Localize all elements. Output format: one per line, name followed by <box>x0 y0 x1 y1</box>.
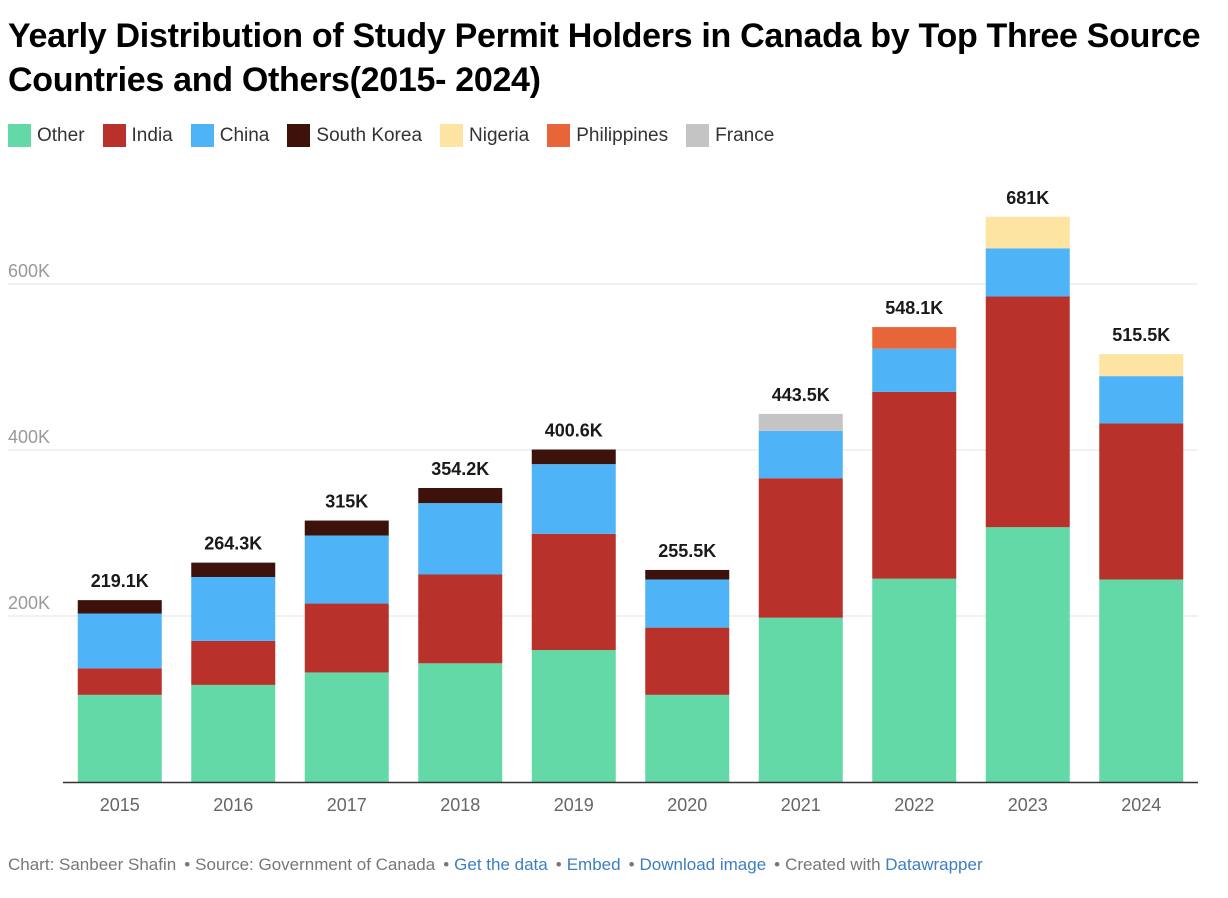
legend: Other India China South Korea Nigeria Philipp… <box>8 124 774 147</box>
bar-nigeria-2024 <box>1099 354 1184 377</box>
x-tick-label: 2017 <box>327 795 367 815</box>
bar-china-2018 <box>418 503 503 575</box>
source-text: Source: Government of Canada <box>195 855 436 874</box>
bar-china-2023 <box>985 248 1070 297</box>
bar-china-2020 <box>645 579 730 628</box>
x-tick-label: 2021 <box>781 795 821 815</box>
legend-item-other: Other <box>8 124 85 147</box>
created-with-text: Created with <box>785 855 881 874</box>
bar-india-2023 <box>985 296 1070 528</box>
bar-india-2017 <box>304 603 389 673</box>
datawrapper-link[interactable]: Datawrapper <box>885 855 983 874</box>
bar-south-korea-2017 <box>304 520 389 536</box>
bar-china-2017 <box>304 535 389 604</box>
x-tick-label: 2015 <box>100 795 140 815</box>
total-label-2022: 548.1K <box>885 298 943 318</box>
bar-india-2021 <box>758 478 843 618</box>
total-label-2015: 219.1K <box>91 571 149 591</box>
legend-swatch <box>287 124 311 147</box>
legend-label: Philippines <box>576 124 669 146</box>
total-label-2021: 443.5K <box>772 385 830 405</box>
x-tick-label: 2023 <box>1008 795 1048 815</box>
bar-other-2021 <box>758 617 843 782</box>
y-tick-label: 400K <box>8 427 50 447</box>
bar-other-2015 <box>77 694 162 782</box>
bar-france-2021 <box>758 413 843 431</box>
x-tick-label: 2016 <box>213 795 253 815</box>
bar-india-2020 <box>645 627 730 695</box>
legend-label: India <box>131 124 173 146</box>
bar-other-2016 <box>191 684 276 782</box>
legend-swatch <box>102 124 126 147</box>
total-label-2018: 354.2K <box>431 459 489 479</box>
bar-other-2017 <box>304 672 389 782</box>
bar-china-2016 <box>191 576 276 641</box>
bar-south-korea-2018 <box>418 488 503 504</box>
footer: Chart: Sanbeer Shafin • Source: Government… <box>8 855 983 874</box>
legend-swatch <box>547 124 571 147</box>
credit-text: Chart: Sanbeer Shafin <box>8 855 177 874</box>
total-label-2016: 264.3K <box>204 534 262 554</box>
bar-india-2022 <box>872 391 957 579</box>
total-label-2023: 681K <box>1006 188 1049 208</box>
bar-philippines-2022 <box>872 327 957 349</box>
chart-title: Yearly Distribution of Study Permit Hold… <box>8 17 1201 99</box>
y-tick-label: 200K <box>8 593 50 613</box>
legend-item-france: France <box>686 124 774 147</box>
bar-china-2024 <box>1099 376 1184 424</box>
download-image-link[interactable]: Download image <box>639 855 767 874</box>
x-tick-label: 2019 <box>554 795 594 815</box>
bar-china-2015 <box>77 613 162 669</box>
legend-item-china: China <box>190 124 270 147</box>
bar-india-2016 <box>191 640 276 685</box>
bar-india-2015 <box>77 668 162 695</box>
legend-label: Nigeria <box>469 124 530 146</box>
bar-south-korea-2015 <box>77 600 162 614</box>
bar-india-2018 <box>418 574 503 664</box>
bar-china-2019 <box>531 464 616 534</box>
total-label-2024: 515.5K <box>1112 325 1170 345</box>
total-label-2019: 400.6K <box>545 421 603 441</box>
bar-other-2023 <box>985 527 1070 782</box>
legend-label: France <box>715 124 775 146</box>
bar-other-2018 <box>418 663 503 782</box>
bar-india-2019 <box>531 533 616 651</box>
get-data-link[interactable]: Get the data <box>454 855 548 874</box>
x-tick-label: 2018 <box>440 795 480 815</box>
legend-item-philippines: Philippines <box>547 124 668 147</box>
legend-swatch <box>190 124 214 147</box>
bar-other-2019 <box>531 650 616 782</box>
bar-other-2024 <box>1099 579 1184 782</box>
x-tick-label: 2024 <box>1121 795 1161 815</box>
total-label-2017: 315K <box>325 492 368 512</box>
x-tick-label: 2020 <box>667 795 707 815</box>
x-tick-label: 2022 <box>894 795 934 815</box>
bar-south-korea-2019 <box>531 449 616 465</box>
legend-label: Other <box>37 124 85 146</box>
legend-item-nigeria: Nigeria <box>440 124 529 147</box>
bar-india-2024 <box>1099 423 1184 580</box>
bar-china-2021 <box>758 430 843 479</box>
legend-label: China <box>219 124 270 146</box>
bar-other-2020 <box>645 694 730 782</box>
bar-other-2022 <box>872 578 957 782</box>
legend-item-south-korea: South Korea <box>287 124 422 147</box>
embed-link[interactable]: Embed <box>566 855 621 874</box>
bar-china-2022 <box>872 348 957 392</box>
legend-item-india: India <box>102 124 173 147</box>
legend-label: South Korea <box>316 124 423 146</box>
legend-swatch <box>686 124 710 147</box>
total-label-2020: 255.5K <box>658 541 716 561</box>
bar-south-korea-2020 <box>645 569 730 580</box>
bar-south-korea-2016 <box>191 562 276 577</box>
legend-swatch <box>440 124 464 147</box>
bar-nigeria-2023 <box>985 216 1070 249</box>
y-tick-label: 600K <box>8 261 50 281</box>
legend-swatch <box>8 124 31 147</box>
